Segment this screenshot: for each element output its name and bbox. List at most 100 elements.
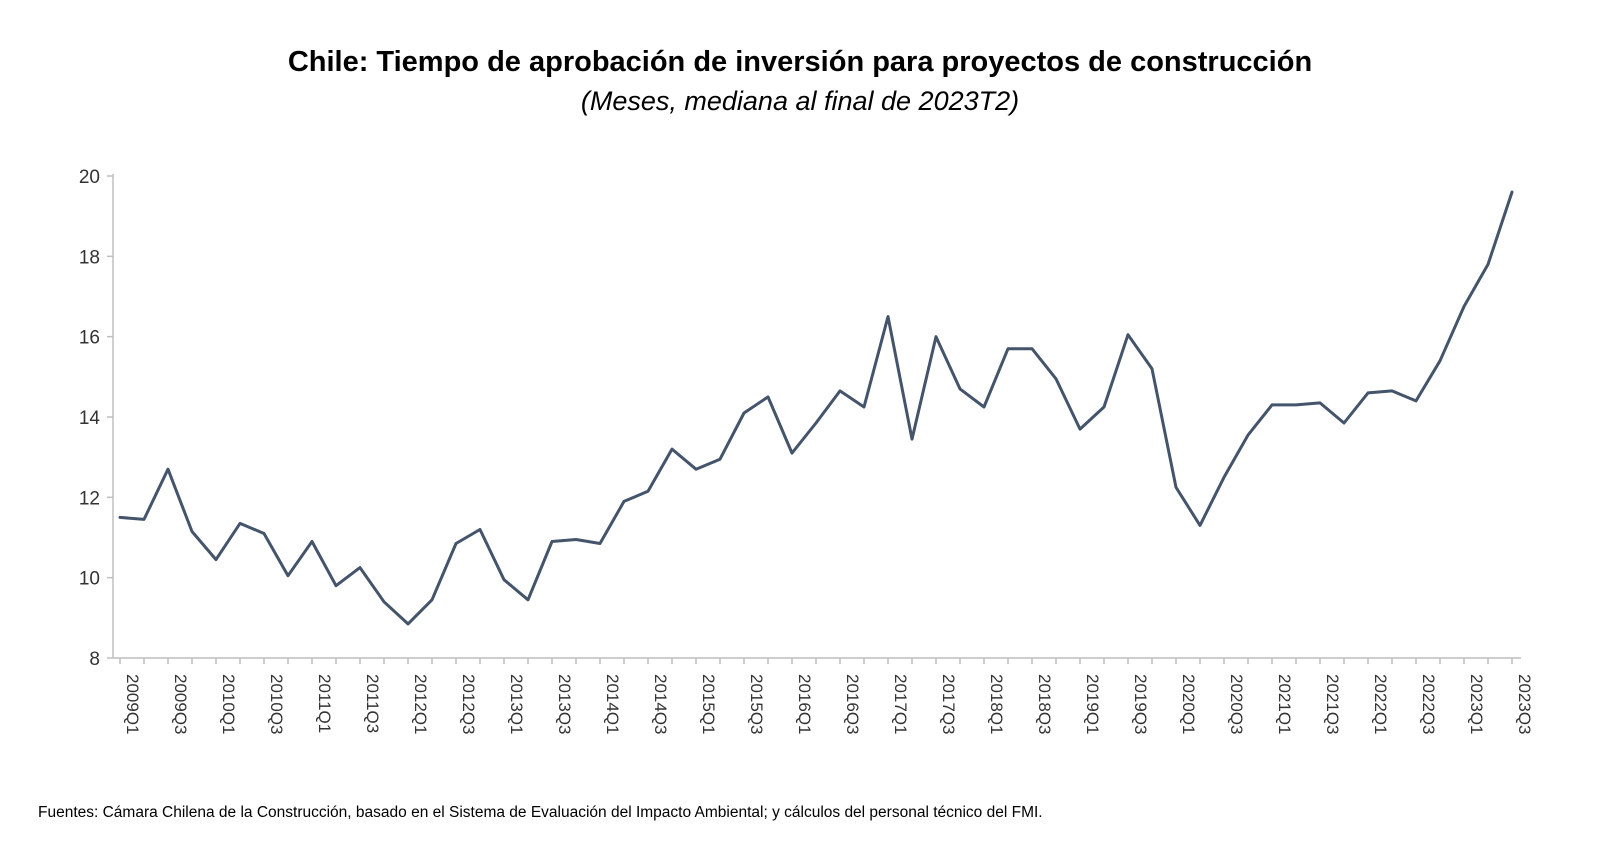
data-point [742,411,746,415]
data-point [406,622,410,626]
data-point [622,500,626,503]
x-tick-label: 2018Q1 [987,674,1006,735]
data-point [262,532,266,535]
data-point [550,540,554,543]
data-point [1126,333,1130,336]
data-point [1390,389,1394,393]
x-tick-label: 2011Q1 [315,674,334,733]
data-point [1006,347,1010,350]
data-point [190,530,194,533]
data-point [286,574,290,577]
x-tick-label: 2015Q3 [747,674,766,735]
series-line [118,190,1514,626]
x-tick-label: 2019Q1 [1083,674,1102,735]
x-tick-label: 2015Q1 [699,674,718,735]
data-point [142,518,146,521]
data-point [1294,403,1298,407]
y-tick-label: 20 [79,167,100,188]
data-point [1462,305,1466,308]
x-tick-label: 2011Q3 [363,674,382,733]
x-tick-label: 2009Q1 [123,674,142,735]
x-tick-label: 2012Q1 [411,674,430,735]
data-point [1102,405,1106,409]
data-point [886,315,890,318]
data-point [838,389,842,393]
data-point [310,540,314,543]
data-point [1318,401,1322,405]
data-point [790,451,794,455]
data-point [238,522,242,525]
data-point [574,538,578,541]
x-tick-label: 2023Q3 [1515,674,1534,735]
y-tick-label: 12 [79,488,100,509]
y-tick-label: 8 [89,649,100,670]
x-tick-label: 2013Q1 [507,674,526,735]
x-tick-label: 2021Q1 [1275,674,1294,735]
data-point [382,600,386,603]
x-tick-label: 2019Q3 [1131,674,1150,735]
data-point [1270,403,1274,407]
source-note: Fuentes: Cámara Chilena de la Construcci… [38,804,1043,821]
data-point [694,468,698,471]
y-tick-label: 16 [79,328,100,349]
x-tick-label: 2017Q1 [891,674,910,735]
data-point [1438,359,1442,362]
data-point [358,566,362,569]
x-tick-label: 2020Q3 [1227,674,1246,735]
x-tick-label: 2022Q3 [1419,674,1438,735]
x-tick-label: 2023Q1 [1467,674,1486,735]
data-point [1510,190,1514,194]
data-point [958,387,962,391]
data-point [862,405,866,409]
x-tick-label: 2010Q1 [219,674,238,735]
x-tick-label: 2022Q1 [1371,674,1390,735]
data-point [910,437,914,441]
data-point [1366,391,1370,395]
data-point [1486,263,1490,266]
x-tick-label: 2014Q1 [603,674,622,735]
data-point [1150,367,1154,370]
x-tick-label: 2009Q3 [171,674,190,735]
data-point [478,528,482,531]
x-tick-label: 2012Q3 [459,674,478,735]
data-point [1198,524,1202,527]
data-point [502,578,506,581]
data-point [934,335,938,338]
data-point [718,457,722,461]
x-tick-label: 2016Q3 [843,674,862,735]
data-point [1414,399,1418,403]
x-tick-label: 2021Q3 [1323,674,1342,735]
data-point [598,542,602,545]
data-point [334,584,338,587]
y-tick-label: 18 [79,247,100,268]
chart-title: Chile: Tiempo de aprobación de inversión… [287,46,1313,78]
series-layer [118,190,1514,626]
x-tick-label: 2010Q3 [267,674,286,735]
x-tick-label: 2016Q1 [795,674,814,735]
data-point [1030,347,1034,350]
data-point [646,490,650,493]
data-point [766,395,770,399]
data-point [1174,486,1178,489]
x-tick-label: 2013Q3 [555,674,574,735]
data-point [1342,421,1346,425]
x-tick-label: 2018Q3 [1035,674,1054,735]
x-tick-label: 2020Q1 [1179,674,1198,735]
chart-subtitle: (Meses, mediana al final de 2023T2) [580,86,1020,116]
data-point [1222,476,1226,479]
x-axis: 2009Q1 2009Q3 2010Q1 2010Q3 2011Q1 2011Q3 2012… [113,657,1534,735]
y-tick-label: 10 [79,569,100,590]
data-point [526,598,530,601]
data-point [982,405,986,409]
data-point [1078,427,1082,431]
y-tick-label: 14 [79,408,101,429]
x-tick-label: 2014Q3 [651,674,670,735]
y-axis: 8 10 12 14 16 18 20 [79,167,114,670]
x-tick-label: 2017Q3 [939,674,958,735]
data-point [670,447,674,451]
data-point [118,516,122,519]
data-point [214,558,218,561]
data-point [454,542,458,545]
data-point [430,598,434,601]
